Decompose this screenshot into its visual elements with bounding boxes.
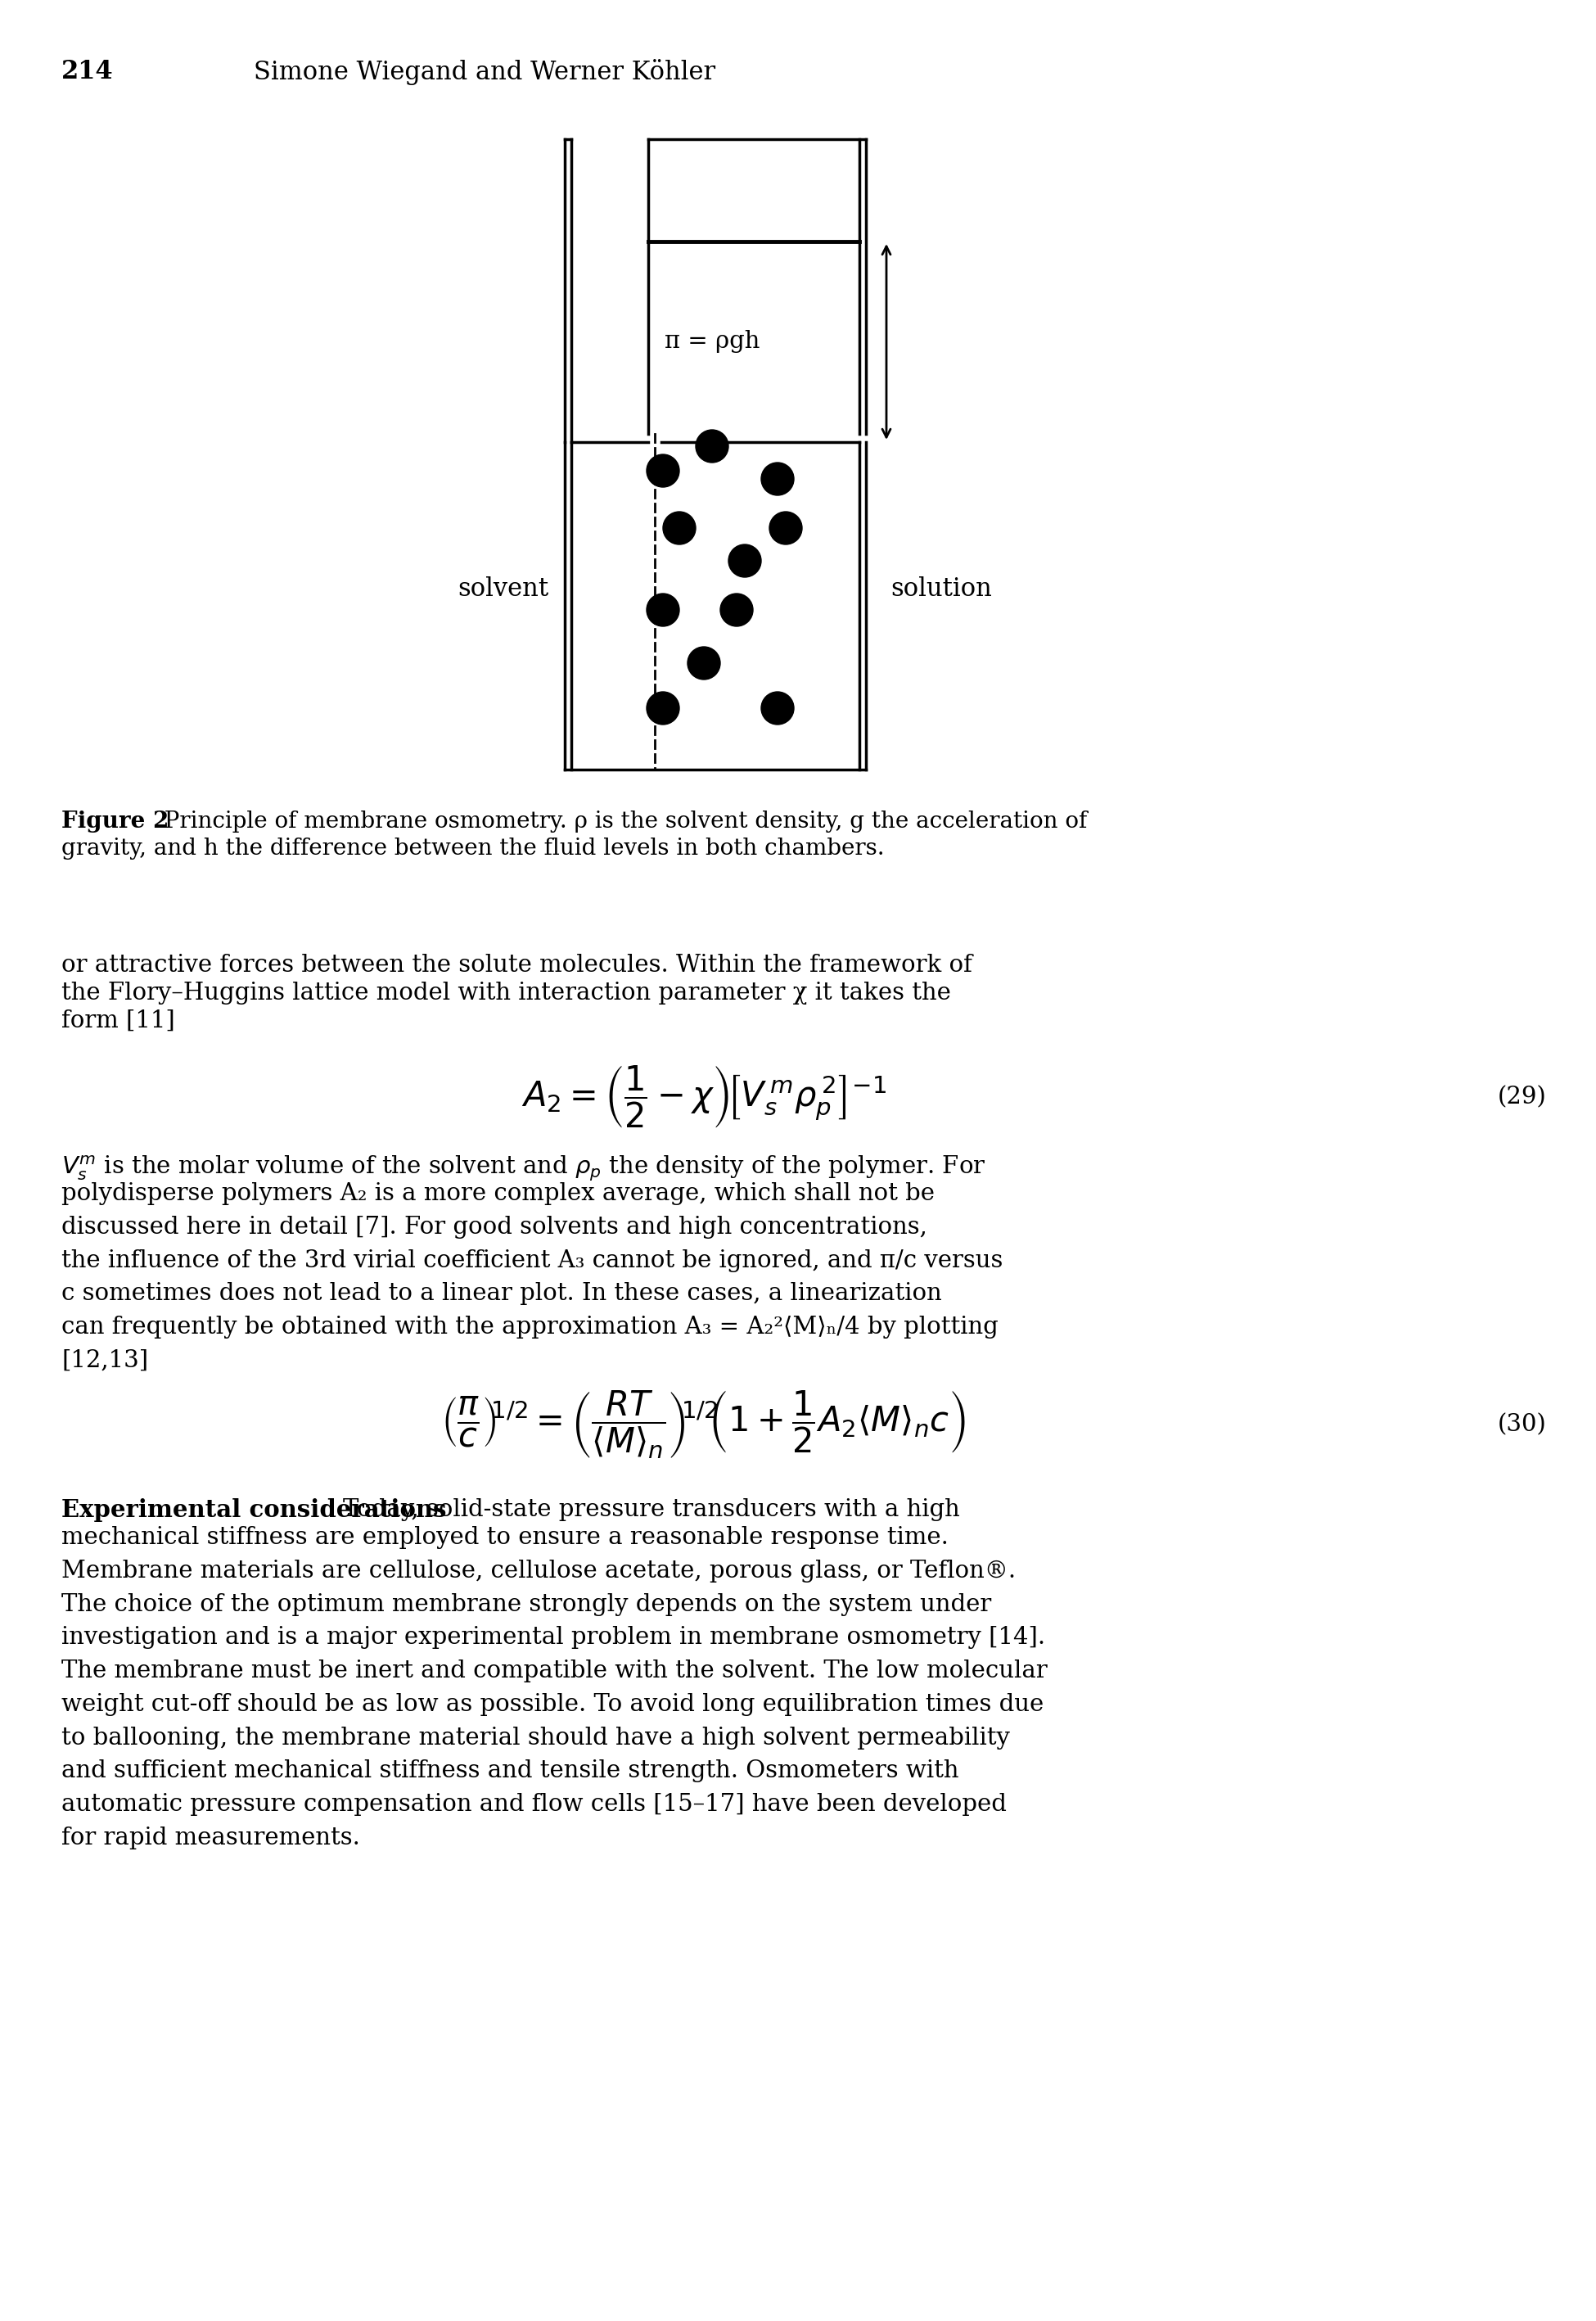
Text: polydisperse polymers A₂ is a more complex average, which shall not be
discussed: polydisperse polymers A₂ is a more compl…	[61, 1181, 1002, 1372]
Circle shape	[761, 462, 793, 494]
Text: (29): (29)	[1497, 1086, 1547, 1109]
Text: Principle of membrane osmometry. ρ is the solvent density, g the acceleration of: Principle of membrane osmometry. ρ is th…	[150, 810, 1087, 833]
Circle shape	[761, 692, 793, 724]
Text: 214: 214	[61, 58, 113, 84]
Text: π = ρgh: π = ρgh	[664, 330, 760, 353]
Text: Experimental considerations: Experimental considerations	[61, 1499, 447, 1523]
Text: form [11]: form [11]	[61, 1010, 176, 1033]
Text: $\left(\dfrac{\pi}{c}\right)^{\!\!1/2} = \left(\dfrac{RT}{\langle M\rangle_n}\ri: $\left(\dfrac{\pi}{c}\right)^{\!\!1/2} =…	[442, 1388, 966, 1460]
Circle shape	[720, 594, 753, 627]
Text: Simone Wiegand and Werner Köhler: Simone Wiegand and Werner Köhler	[254, 58, 715, 86]
Text: Figure 2: Figure 2	[61, 810, 169, 833]
Text: $V_s^m$ is the molar volume of the solvent and $\rho_p$ the density of the polym: $V_s^m$ is the molar volume of the solve…	[61, 1154, 986, 1184]
Circle shape	[646, 594, 680, 627]
Text: mechanical stiffness are employed to ensure a reasonable response time.
Membrane: mechanical stiffness are employed to ens…	[61, 1525, 1047, 1850]
Circle shape	[769, 511, 803, 545]
Circle shape	[646, 455, 680, 487]
Text: (30): (30)	[1497, 1413, 1547, 1437]
Text: solvent: solvent	[458, 578, 549, 601]
Text: : Today, solid-state pressure transducers with a high: : Today, solid-state pressure transducer…	[327, 1499, 959, 1520]
Text: solution: solution	[891, 578, 991, 601]
Circle shape	[728, 545, 761, 578]
Circle shape	[688, 648, 720, 680]
Circle shape	[662, 511, 696, 545]
Text: or attractive forces between the solute molecules. Within the framework of: or attractive forces between the solute …	[61, 954, 972, 977]
Text: the Flory–Huggins lattice model with interaction parameter χ it takes the: the Flory–Huggins lattice model with int…	[61, 982, 951, 1005]
Text: $A_2 = \left(\dfrac{1}{2} - \chi\right)\!\left[V_s^{\,m}\rho_p^{\,2}\right]^{-1}: $A_2 = \left(\dfrac{1}{2} - \chi\right)\…	[522, 1063, 886, 1130]
Circle shape	[696, 429, 728, 462]
Text: gravity, and h the difference between the fluid levels in both chambers.: gravity, and h the difference between th…	[61, 838, 884, 859]
Circle shape	[646, 692, 680, 724]
